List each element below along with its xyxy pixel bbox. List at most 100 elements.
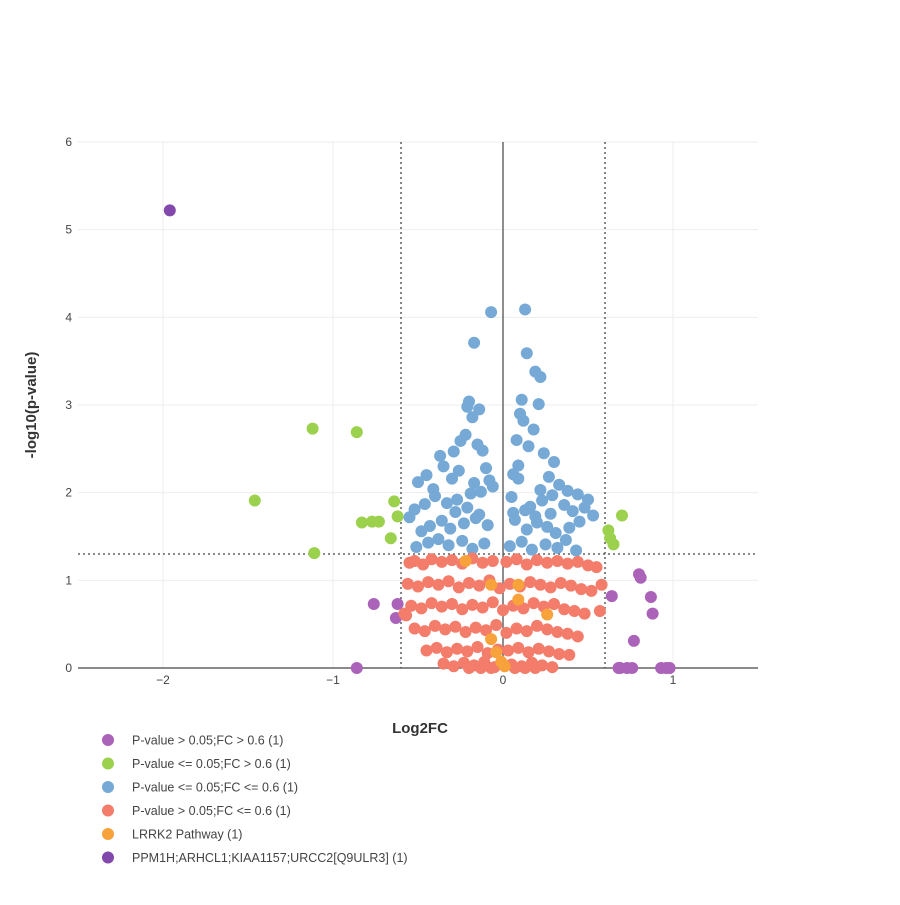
data-point[interactable] xyxy=(440,497,453,510)
data-point[interactable] xyxy=(553,478,566,491)
data-point[interactable] xyxy=(512,578,525,591)
data-point[interactable] xyxy=(585,584,598,597)
data-point[interactable] xyxy=(520,625,533,638)
data-point[interactable] xyxy=(520,558,533,571)
data-point[interactable] xyxy=(534,578,547,591)
data-point[interactable] xyxy=(551,626,564,639)
data-point[interactable] xyxy=(485,578,498,591)
data-point[interactable] xyxy=(474,662,487,674)
data-point[interactable] xyxy=(510,622,523,635)
data-point[interactable] xyxy=(503,540,516,553)
data-point[interactable] xyxy=(461,400,474,413)
data-point[interactable] xyxy=(435,555,448,568)
data-point[interactable] xyxy=(508,662,521,674)
data-point[interactable] xyxy=(422,536,435,549)
data-point[interactable] xyxy=(527,423,540,436)
data-point[interactable] xyxy=(163,204,176,217)
data-point[interactable] xyxy=(480,624,492,637)
data-point[interactable] xyxy=(432,533,445,546)
data-point[interactable] xyxy=(541,623,554,636)
data-point[interactable] xyxy=(350,662,363,674)
data-point[interactable] xyxy=(306,422,319,435)
data-point[interactable] xyxy=(524,576,537,589)
data-point[interactable] xyxy=(435,600,448,613)
data-point[interactable] xyxy=(248,494,261,507)
data-point[interactable] xyxy=(551,555,564,568)
data-point[interactable] xyxy=(515,535,528,548)
data-point[interactable] xyxy=(510,553,523,566)
data-point[interactable] xyxy=(522,440,535,453)
data-point[interactable] xyxy=(490,619,503,632)
data-point[interactable] xyxy=(571,488,584,501)
data-point[interactable] xyxy=(568,605,581,618)
data-point[interactable] xyxy=(517,414,530,427)
data-point[interactable] xyxy=(519,662,532,674)
data-point[interactable] xyxy=(563,648,576,661)
data-point[interactable] xyxy=(464,487,477,500)
data-point[interactable] xyxy=(534,370,547,383)
data-point[interactable] xyxy=(539,538,552,551)
data-point[interactable] xyxy=(519,504,532,517)
data-point[interactable] xyxy=(439,623,452,636)
data-point[interactable] xyxy=(350,426,363,439)
data-point[interactable] xyxy=(442,575,455,588)
data-point[interactable] xyxy=(473,403,486,416)
data-point[interactable] xyxy=(412,580,424,593)
data-point[interactable] xyxy=(578,607,591,620)
data-point[interactable] xyxy=(451,493,464,506)
data-point[interactable] xyxy=(435,514,448,527)
data-point[interactable] xyxy=(418,625,431,638)
data-point[interactable] xyxy=(408,503,421,516)
data-point[interactable] xyxy=(452,464,465,477)
data-point[interactable] xyxy=(517,602,530,615)
data-point[interactable] xyxy=(634,571,647,584)
data-point[interactable] xyxy=(542,470,555,483)
data-point[interactable] xyxy=(559,534,572,547)
data-point[interactable] xyxy=(563,521,576,534)
data-point[interactable] xyxy=(432,578,445,591)
data-point[interactable] xyxy=(500,626,513,639)
data-point[interactable] xyxy=(446,472,458,485)
data-point[interactable] xyxy=(476,556,489,569)
data-point[interactable] xyxy=(646,607,659,620)
data-point[interactable] xyxy=(527,597,540,610)
data-point[interactable] xyxy=(502,644,515,657)
data-point[interactable] xyxy=(541,608,554,621)
data-point[interactable] xyxy=(571,555,584,568)
data-point[interactable] xyxy=(440,646,453,659)
data-point[interactable] xyxy=(644,590,657,603)
data-point[interactable] xyxy=(515,393,528,406)
data-point[interactable] xyxy=(537,447,550,460)
data-point[interactable] xyxy=(570,544,583,557)
data-point[interactable] xyxy=(546,489,559,502)
data-point[interactable] xyxy=(461,501,474,514)
data-point[interactable] xyxy=(412,476,424,489)
data-point[interactable] xyxy=(425,553,438,566)
data-point[interactable] xyxy=(486,480,499,493)
data-point[interactable] xyxy=(548,598,560,611)
data-point[interactable] xyxy=(456,534,469,547)
data-point[interactable] xyxy=(459,555,472,568)
legend-item[interactable]: P-value <= 0.05;FC > 0.6 (1) xyxy=(102,757,291,771)
data-point[interactable] xyxy=(437,460,450,473)
data-point[interactable] xyxy=(481,519,494,532)
data-point[interactable] xyxy=(497,604,509,617)
data-point[interactable] xyxy=(469,621,482,634)
data-point[interactable] xyxy=(566,505,579,518)
data-point[interactable] xyxy=(473,508,486,521)
data-point[interactable] xyxy=(452,581,465,594)
data-point[interactable] xyxy=(505,491,518,504)
data-point[interactable] xyxy=(565,579,577,592)
data-point[interactable] xyxy=(485,633,498,646)
data-point[interactable] xyxy=(553,647,566,660)
data-point[interactable] xyxy=(512,459,525,472)
data-point[interactable] xyxy=(429,619,441,632)
data-point[interactable] xyxy=(459,626,472,639)
data-point[interactable] xyxy=(476,601,489,614)
data-point[interactable] xyxy=(384,532,397,545)
data-point[interactable] xyxy=(423,519,436,532)
data-point[interactable] xyxy=(529,510,542,523)
data-point[interactable] xyxy=(463,662,475,674)
data-point[interactable] xyxy=(367,598,380,611)
legend-item[interactable]: P-value > 0.05;FC > 0.6 (1) xyxy=(102,734,283,748)
